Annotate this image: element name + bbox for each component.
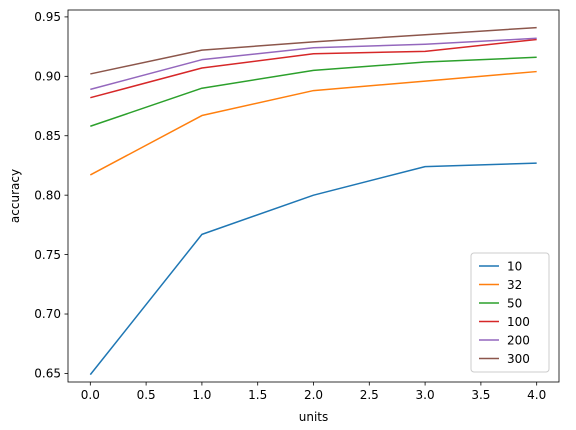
x-tick-label: 2.0: [304, 388, 323, 402]
legend: 10 32 50 100 200 300: [470, 252, 550, 373]
y-tick-label: 0.75: [34, 248, 61, 262]
legend-label-10: 10: [507, 259, 522, 273]
legend-label-32: 32: [507, 278, 522, 292]
x-tick-label: 1.5: [248, 388, 267, 402]
y-axis-ticks: 0.65 0.70 0.75 0.80 0.85 0.90 0.95: [34, 10, 68, 381]
x-tick-label: 4.0: [527, 388, 546, 402]
legend-label-200: 200: [507, 333, 530, 347]
legend-label-300: 300: [507, 352, 530, 366]
series-line-200: [90, 37, 537, 91]
legend-label-100: 100: [507, 315, 530, 329]
x-axis-ticks: 0.0 0.5 1.0 1.5 2.0 2.5 3.0 3.5 4.0: [81, 382, 546, 402]
y-tick-label: 0.85: [34, 129, 61, 143]
y-tick-label: 0.80: [34, 188, 61, 202]
y-axis-label: accuracy: [8, 169, 22, 223]
y-tick-label: 0.90: [34, 70, 61, 84]
series-line-300: [90, 26, 537, 75]
x-tick-label: 0.5: [137, 388, 156, 402]
y-tick-label: 0.70: [34, 307, 61, 321]
y-tick-label: 0.95: [34, 10, 61, 24]
legend-label-50: 50: [507, 296, 522, 310]
series-lines: [89, 26, 537, 376]
x-tick-label: 1.0: [192, 388, 211, 402]
series-line-50: [90, 56, 537, 127]
series-line-32: [89, 70, 537, 176]
x-tick-label: 3.0: [416, 388, 435, 402]
x-tick-label: 2.5: [360, 388, 379, 402]
y-tick-label: 0.65: [34, 367, 61, 381]
legend-box: [470, 252, 550, 373]
series-line-10: [89, 162, 537, 376]
x-tick-label: 3.5: [471, 388, 490, 402]
x-tick-label: 0.0: [81, 388, 100, 402]
series-line-100: [90, 38, 537, 99]
x-axis-label: units: [299, 410, 329, 424]
